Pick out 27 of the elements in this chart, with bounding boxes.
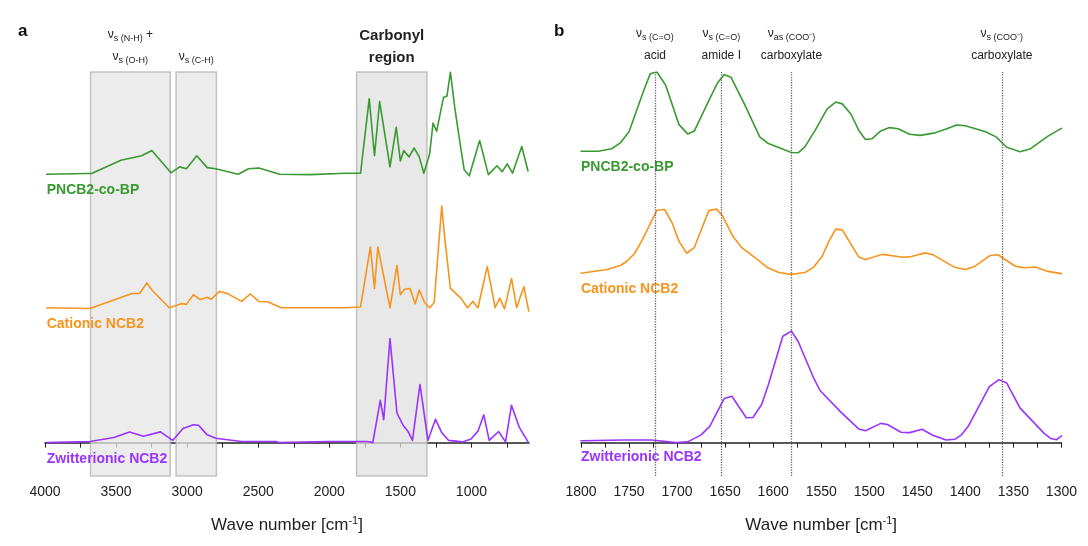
x-tick-label: 2500	[242, 483, 274, 499]
series-label: Zwitterionic NCB2	[46, 449, 168, 466]
text: a	[18, 21, 28, 40]
x-tick-label: 1000	[455, 483, 488, 499]
x-tick-label: 2000	[313, 483, 346, 499]
x-tick-label: 1650	[709, 483, 741, 499]
x-tick-label: 1600	[757, 483, 789, 499]
x-tick-label: 4000	[29, 483, 61, 499]
x-tick-label: 1800	[565, 483, 597, 499]
x-tick-label: 1700	[661, 483, 693, 499]
series-label: PNCB2-co-BP	[581, 158, 674, 175]
series-label: Cationic NCB2	[581, 280, 679, 297]
x-tick-label: 1300	[1045, 483, 1078, 499]
text: b	[554, 21, 565, 40]
x-tick-label: 1400	[949, 483, 982, 499]
series-label: PNCB2-co-BP	[46, 181, 140, 198]
x-tick-label: 1550	[805, 483, 837, 499]
x-tick-label: 3000	[171, 483, 203, 499]
series-label: Cationic NCB2	[46, 314, 145, 331]
band-label: Carbonyl region	[359, 25, 425, 65]
x-tick-label: 1450	[901, 483, 934, 499]
x-tick-label: 1500	[853, 483, 886, 499]
x-tick-label: 1350	[997, 483, 1030, 499]
series-label: Zwitterionic NCB2	[581, 447, 702, 464]
x-tick-label: 1500	[384, 483, 417, 499]
x-tick-label: 1750	[613, 483, 645, 499]
x-tick-label: 3500	[100, 483, 132, 499]
